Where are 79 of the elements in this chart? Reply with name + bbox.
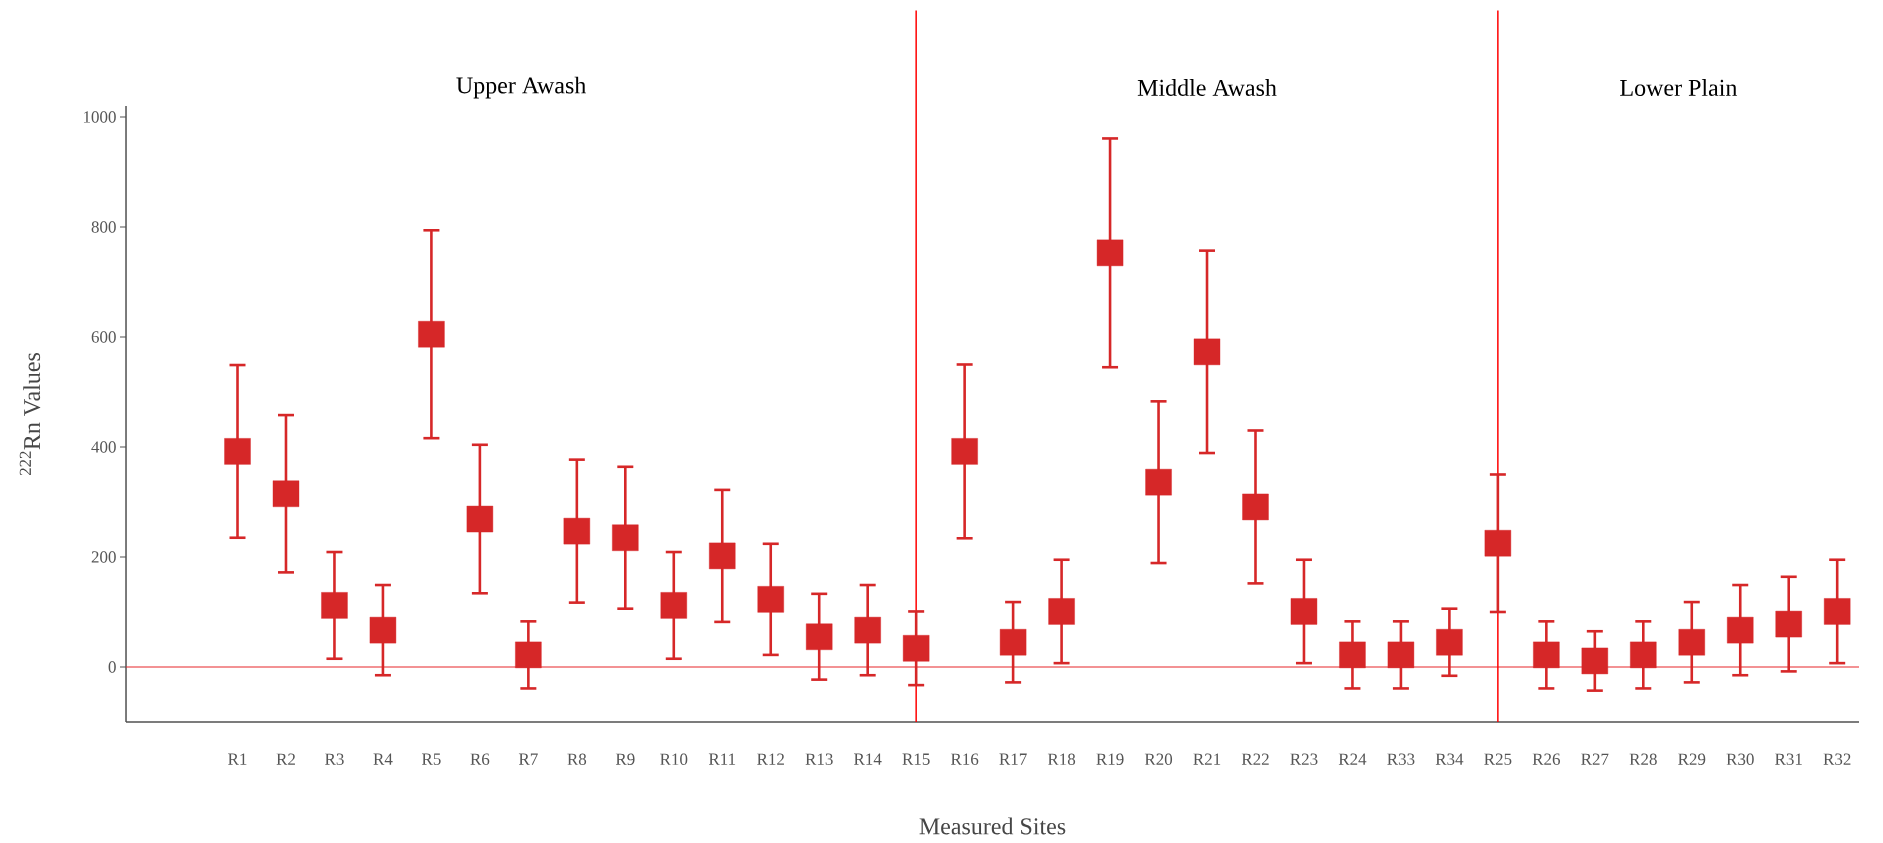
x-tick-label: R25 bbox=[1484, 753, 1512, 765]
x-tick-label: R33 bbox=[1387, 753, 1415, 765]
x-tick-label: R1 bbox=[228, 753, 247, 765]
x-tick-label: R28 bbox=[1629, 753, 1657, 765]
point bbox=[1824, 598, 1851, 625]
y-tick-label: 1000 bbox=[83, 111, 116, 123]
point bbox=[902, 635, 930, 662]
point bbox=[1775, 610, 1802, 638]
point bbox=[1630, 641, 1657, 669]
x-tick-label: R27 bbox=[1581, 753, 1609, 765]
x-tick-label: R18 bbox=[1047, 753, 1076, 765]
point bbox=[1193, 338, 1221, 366]
point bbox=[709, 542, 736, 570]
x-tick-label: R9 bbox=[615, 753, 635, 765]
point bbox=[999, 629, 1027, 656]
point bbox=[418, 321, 445, 348]
point bbox=[321, 592, 348, 619]
point bbox=[1581, 647, 1609, 675]
point bbox=[563, 517, 591, 545]
x-tick-label: R5 bbox=[421, 753, 441, 765]
y-tick-label: 400 bbox=[91, 441, 116, 453]
y-tick-label: 600 bbox=[91, 331, 116, 343]
x-tick-label: R15 bbox=[902, 753, 930, 765]
point bbox=[612, 524, 639, 551]
point bbox=[1387, 641, 1415, 669]
point bbox=[515, 641, 542, 669]
x-tick-label: R13 bbox=[805, 753, 833, 765]
x-tick-label: R22 bbox=[1241, 753, 1269, 765]
point bbox=[757, 586, 784, 613]
x-tick-label: R23 bbox=[1290, 753, 1318, 765]
point bbox=[224, 438, 251, 465]
x-tick-label: R12 bbox=[757, 753, 784, 765]
y-tick-label: 0 bbox=[108, 661, 116, 673]
x-tick-label: R3 bbox=[325, 753, 344, 765]
text: Lower Plain bbox=[1620, 79, 1738, 96]
point bbox=[1290, 598, 1318, 625]
point bbox=[1048, 598, 1075, 625]
point bbox=[466, 505, 494, 533]
x-tick-label: R26 bbox=[1532, 753, 1561, 765]
x-tick-label: R7 bbox=[518, 753, 538, 765]
point bbox=[1484, 530, 1512, 557]
point bbox=[951, 438, 978, 465]
x-tick-label: R34 bbox=[1435, 753, 1464, 765]
y-tick-label: 800 bbox=[91, 221, 116, 233]
x-tick-label: R6 bbox=[470, 753, 490, 765]
point bbox=[1145, 468, 1172, 496]
y-tick-label: 200 bbox=[91, 551, 116, 563]
point bbox=[1533, 641, 1560, 669]
x-axis-title: Measured Sites bbox=[919, 817, 1066, 835]
point bbox=[806, 623, 833, 650]
text: Upper Awash bbox=[456, 76, 586, 99]
point bbox=[1436, 629, 1463, 656]
y-axis-title: $^{222}$Rn Values bbox=[19, 352, 41, 476]
x-tick-label: R31 bbox=[1775, 753, 1802, 765]
x-tick-label: R17 bbox=[999, 753, 1027, 765]
point bbox=[1339, 641, 1366, 669]
x-tick-label: R32 bbox=[1823, 753, 1851, 765]
x-tick-label: R21 bbox=[1193, 753, 1221, 765]
x-tick-label: R4 bbox=[373, 753, 393, 765]
x-tick-label: R2 bbox=[276, 753, 295, 765]
point bbox=[854, 616, 881, 644]
text: Middle Awash bbox=[1137, 79, 1277, 96]
x-tick-label: R8 bbox=[567, 753, 587, 765]
x-tick-label: R29 bbox=[1678, 753, 1706, 765]
x-tick-label: R10 bbox=[660, 753, 688, 765]
point bbox=[1242, 493, 1269, 521]
point bbox=[369, 616, 397, 644]
x-tick-label: R14 bbox=[854, 753, 882, 765]
x-tick-label: R19 bbox=[1096, 753, 1124, 765]
x-tick-label: R11 bbox=[708, 753, 736, 765]
x-tick-label: R20 bbox=[1144, 753, 1173, 765]
point bbox=[1727, 616, 1754, 644]
x-tick-label: R30 bbox=[1726, 753, 1754, 765]
point bbox=[1096, 239, 1124, 267]
x-tick-label: R16 bbox=[950, 753, 979, 765]
point bbox=[1678, 629, 1705, 656]
x-tick-label: R24 bbox=[1338, 753, 1367, 765]
point bbox=[272, 480, 300, 507]
point bbox=[660, 592, 687, 619]
